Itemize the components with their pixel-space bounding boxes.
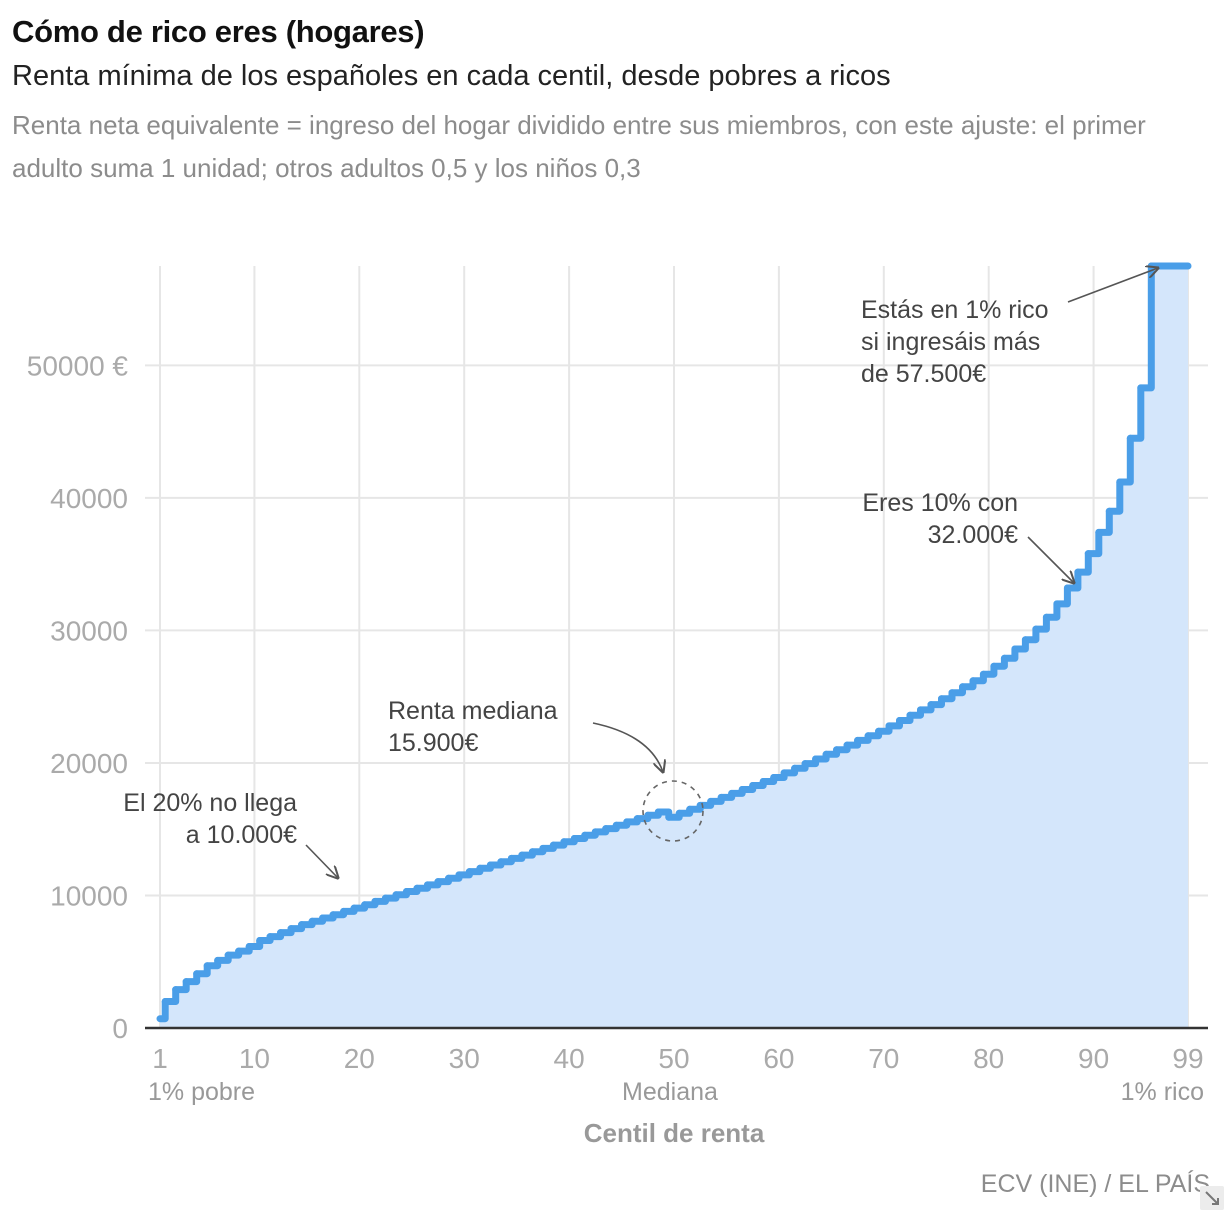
chart-note: Renta neta equivalente = ingreso del hog… (12, 110, 1146, 183)
chart-subtitle: Renta mínima de los españoles en cada ce… (12, 60, 891, 92)
step-segment (1063, 568, 1082, 592)
step-segment (1042, 600, 1061, 621)
step-segment (1116, 434, 1134, 486)
annotation-text: Renta mediana 15.900€ (388, 697, 558, 757)
step-segment (1095, 507, 1113, 536)
x-tick-label: 20 (344, 1043, 375, 1074)
x-tick-label: 70 (868, 1043, 899, 1074)
x-tick-label: 60 (763, 1043, 794, 1074)
y-tick-label: 0 (112, 1013, 128, 1044)
area-fill (160, 266, 1188, 1028)
step-segment (1032, 613, 1050, 633)
chart-title: Cómo de rico eres (hogares) (12, 14, 425, 49)
y-tick-label: 50000 € (27, 350, 129, 381)
step-segment (1021, 625, 1040, 644)
x-sublabel: 1% rico (1121, 1078, 1204, 1106)
step-segment (156, 998, 169, 1023)
annotation-arrow (1067, 268, 1158, 303)
y-tick-label: 20000 (50, 748, 128, 779)
resize-handle-icon[interactable] (1200, 1186, 1224, 1210)
x-sublabel: Mediana (622, 1078, 718, 1106)
x-tick-label: 90 (1078, 1043, 1109, 1074)
x-sublabel: 1% pobre (148, 1078, 255, 1106)
annotation-text: El 20% no llega a 10.000€ (123, 789, 297, 849)
x-axis-title: Centil de renta (584, 1118, 765, 1148)
y-tick-label: 10000 (50, 880, 128, 911)
x-tick-label: 50 (658, 1043, 689, 1074)
x-tick-label: 80 (973, 1043, 1004, 1074)
x-tick-label: 1 (152, 1043, 168, 1074)
step-segment (1053, 584, 1071, 608)
y-tick-label: 40000 (50, 483, 128, 514)
source-credit: ECV (INE) / EL PAÍS (980, 1170, 1210, 1198)
annotation-arrow (1027, 536, 1074, 583)
median-highlight-circle (642, 780, 704, 842)
annotation-arrow (305, 844, 338, 878)
x-tick-label: 10 (239, 1043, 270, 1074)
x-tick-label: 99 (1172, 1043, 1203, 1074)
step-segment (1126, 384, 1145, 442)
annotation-arrow (592, 722, 663, 772)
x-tick-label: 40 (554, 1043, 585, 1074)
step-segment (1105, 478, 1124, 515)
step-segment (161, 986, 180, 1005)
annotation-text: Eres 10% con 32.000€ (862, 489, 1018, 549)
x-tick-label: 30 (449, 1043, 480, 1074)
step-segment (1074, 550, 1092, 576)
annotation-text: Estás en 1% rico si ingresáis más de 57.50… (861, 296, 1049, 388)
step-segment (1137, 262, 1155, 392)
y-tick-label: 30000 (50, 615, 128, 646)
step-segment (1084, 528, 1103, 558)
